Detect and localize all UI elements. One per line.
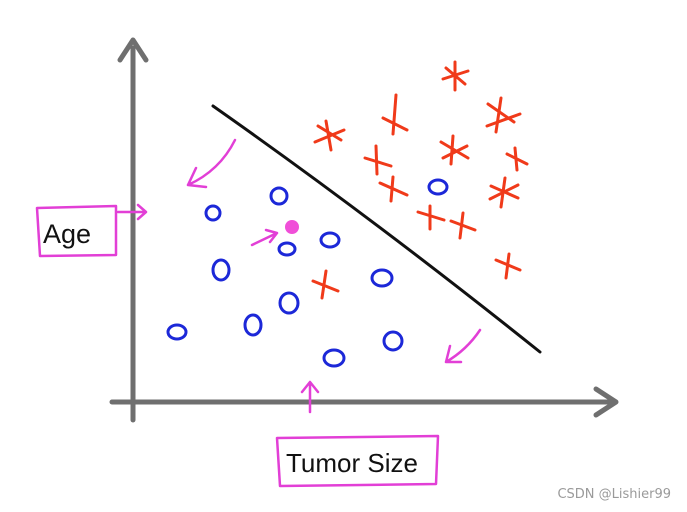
- x-axis-label: Tumor Size: [286, 448, 418, 478]
- x-point: [311, 269, 340, 300]
- tumor-size-label-box: [275, 434, 440, 488]
- age-pointer-arrow: [116, 203, 148, 221]
- x-axis-arrowhead: [593, 386, 619, 418]
- x-point: [378, 175, 409, 203]
- query-point: [285, 220, 299, 234]
- o-point: [277, 241, 297, 257]
- x-point: [439, 134, 470, 166]
- x-point: [494, 252, 522, 280]
- o-point: [278, 291, 300, 315]
- x-point: [449, 211, 477, 240]
- x-point: [416, 204, 446, 231]
- o-point: [269, 186, 289, 206]
- x-point: [313, 119, 346, 152]
- y-axis-label: Age: [43, 219, 91, 249]
- o-point: [427, 178, 449, 196]
- o-point: [370, 268, 394, 288]
- class-x-points: [311, 60, 529, 300]
- tumor-size-pointer-arrow: [300, 380, 320, 414]
- x-point: [363, 144, 393, 176]
- watermark-text: CSDN @Lishier99: [557, 487, 671, 502]
- o-point: [211, 258, 231, 282]
- x-point: [441, 60, 470, 92]
- region-arrow-left: [186, 138, 237, 189]
- o-point: [382, 330, 404, 352]
- x-point: [488, 176, 520, 209]
- annotations: [35, 138, 482, 488]
- region-arrow-right: [444, 328, 482, 364]
- class-o-points: [166, 178, 449, 368]
- o-point: [243, 313, 263, 337]
- x-point: [381, 93, 409, 136]
- o-point: [204, 204, 222, 222]
- o-point: [319, 231, 341, 249]
- query-pointer-arrow: [250, 228, 279, 247]
- x-point: [485, 96, 522, 134]
- age-label-box: [35, 204, 118, 258]
- x-point: [505, 146, 529, 172]
- o-point: [322, 348, 346, 368]
- o-point: [166, 323, 188, 341]
- y-axis-arrowhead: [117, 37, 149, 63]
- axes: [109, 37, 619, 423]
- decision-boundary-line: [211, 104, 542, 354]
